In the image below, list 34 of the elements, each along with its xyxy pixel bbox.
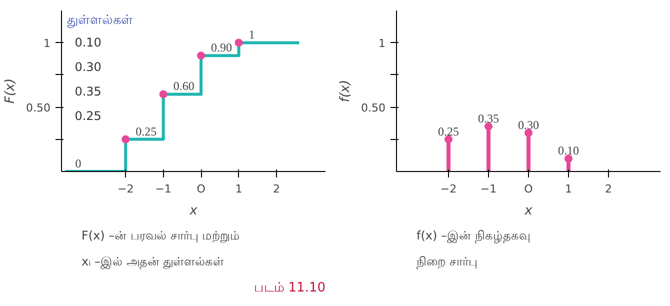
x-tick-label: −1 — [155, 182, 172, 196]
annotation: 0.35 — [74, 84, 102, 98]
annotation: 0.25 — [74, 108, 102, 123]
y-tick-label: 0.50 — [361, 102, 386, 115]
data-label: 0.30 — [518, 118, 539, 132]
data-label: 0.60 — [173, 79, 194, 94]
x-tick-label: 2 — [605, 182, 612, 196]
text: படம் 11.10 — [254, 280, 326, 296]
data-label: 0.10 — [558, 144, 579, 158]
x-tick-label: −2 — [440, 182, 457, 196]
data-label: 0.90 — [211, 40, 232, 55]
annotation: 0.10 — [74, 36, 102, 50]
annotation: துள்ளல்கள் — [67, 13, 134, 28]
point — [564, 154, 572, 163]
text: F(x) –ன் பரவல் சார்பு மற்றும் xᵢ –இல் அதன் துள்ளல்கள் — [82, 228, 240, 270]
data-label: 0.35 — [478, 111, 499, 126]
annotation: 0.30 — [74, 60, 102, 74]
x-axis-title: x — [188, 204, 198, 218]
data-label: 0.25 — [438, 124, 459, 138]
data-label: 0.25 — [136, 124, 157, 138]
text: f(x) –இன் நிகழ்தகவு நிறை சார்பு — [416, 228, 530, 268]
data-label: 1 — [248, 28, 255, 42]
x-tick-label: −1 — [480, 182, 497, 196]
y-axis-title: F(x) — [3, 78, 18, 104]
x-tick-label: 1 — [235, 182, 242, 196]
x-tick-label: O — [196, 182, 206, 196]
y-tick-label: 0.50 — [26, 102, 51, 115]
x-axis-title: x — [524, 204, 533, 218]
x-tick-label: 2 — [272, 182, 280, 196]
x-tick-label: 1 — [565, 182, 572, 196]
x-tick-label: O — [524, 182, 534, 196]
x-tick-label: −2 — [118, 182, 134, 196]
data-label: 0 — [75, 156, 82, 170]
y-axis-title: f(x) — [338, 80, 354, 102]
